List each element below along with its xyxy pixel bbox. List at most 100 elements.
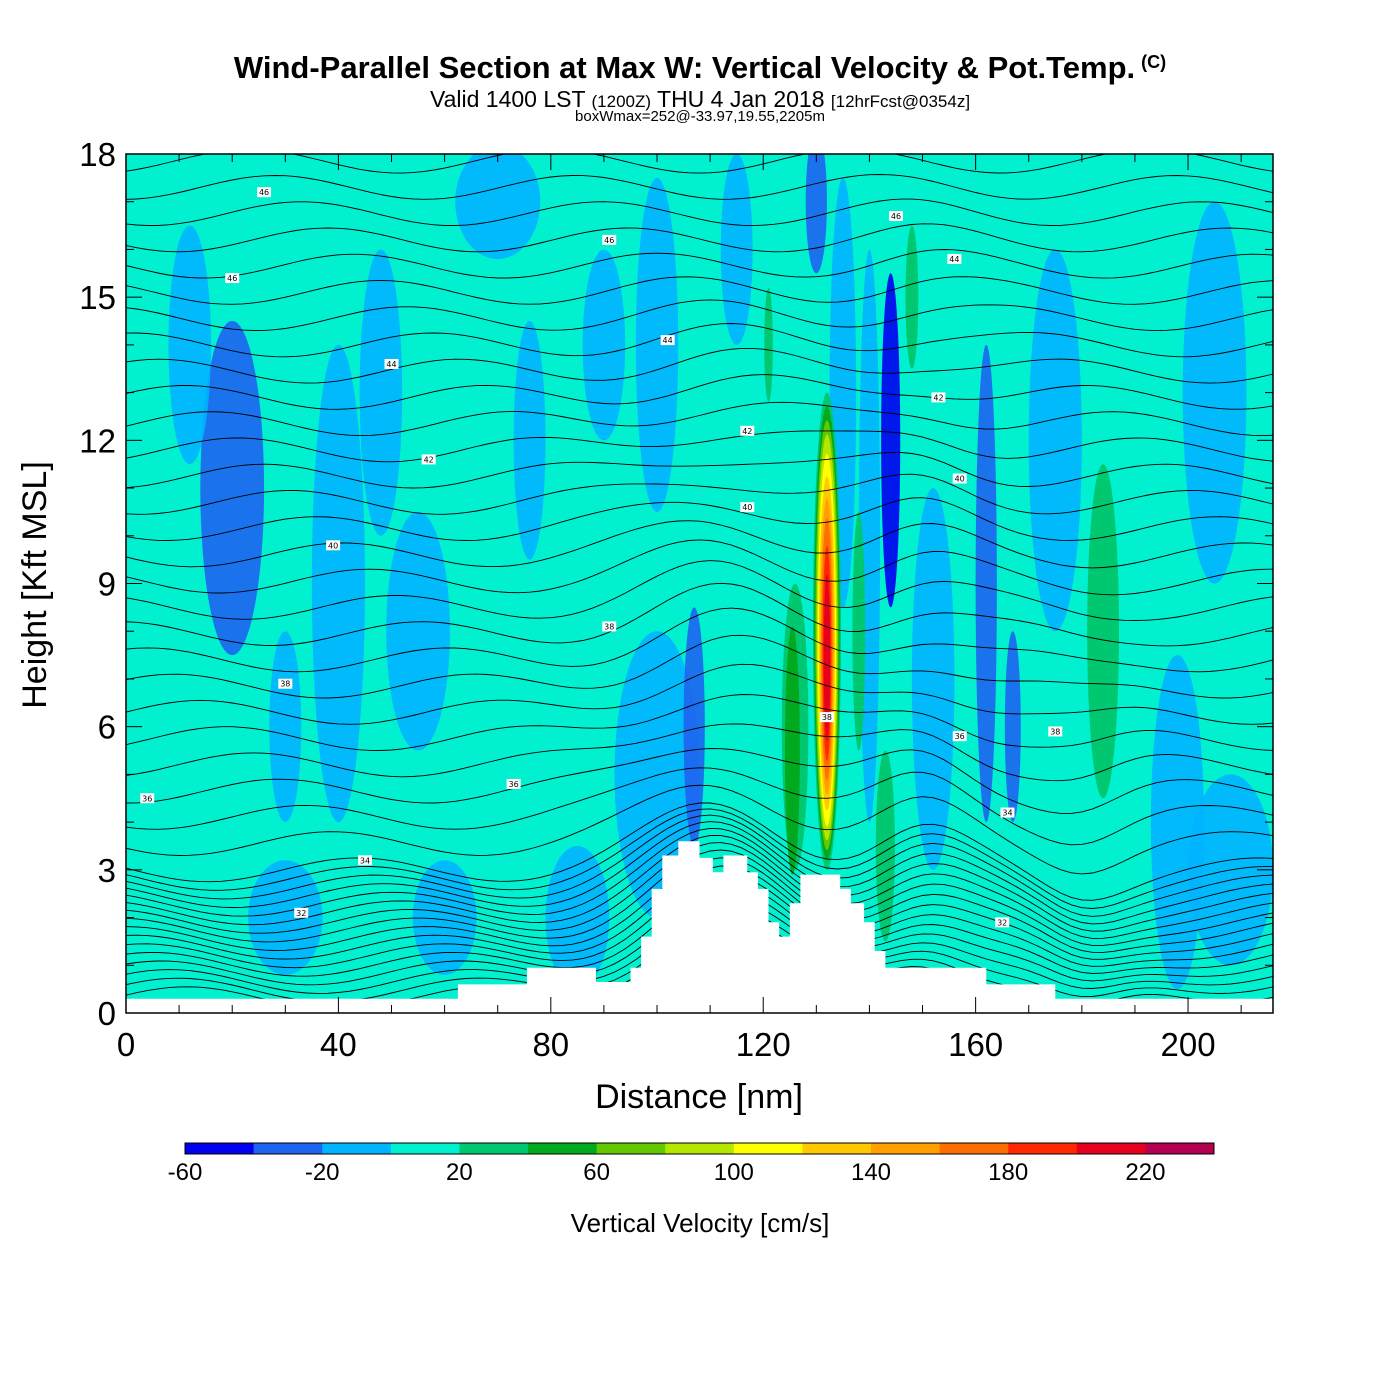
colorbar-swatch [253, 1143, 323, 1154]
contour-label: 46 [891, 212, 901, 221]
terrain-mask [126, 841, 1273, 1013]
updraft-core-level [823, 573, 831, 741]
theta-contour [126, 821, 1273, 925]
x-axis-title: Distance [nm] [595, 1078, 803, 1116]
x-tick-label: 120 [736, 1026, 791, 1063]
colorbar-swatch [528, 1143, 598, 1154]
y-tick-label: 6 [98, 709, 116, 746]
contour-label-bg [660, 335, 675, 346]
theta-contour [126, 814, 1273, 917]
theta-contour [126, 249, 1273, 279]
velocity-blob [635, 177, 679, 512]
theta-contour [126, 663, 1273, 725]
contour-labels: 46 46 46 46 44 44 44 42 42 42 40 40 40 38 38 38 38 36 36 36… [140, 187, 1063, 928]
velocity-blob [881, 273, 901, 608]
contour-label-bg [740, 425, 755, 436]
y-tick-label: 15 [79, 279, 116, 316]
contour-label-bg [952, 731, 967, 742]
contour-label: 42 [742, 427, 752, 436]
theta-contour [126, 401, 1273, 437]
theta-contour [126, 198, 1273, 227]
theta-contour [126, 451, 1273, 489]
theta-contour [126, 276, 1273, 305]
contour-label: 42 [933, 393, 943, 402]
valid-time: Valid 1400 LST [429, 86, 586, 112]
potential-temperature-contours [126, 154, 1273, 1013]
contour-label-bg [1048, 726, 1063, 737]
contour-label-bg [819, 712, 834, 723]
y-tick-label: 0 [98, 995, 116, 1032]
velocity-blob [359, 249, 403, 536]
velocity-blob [545, 845, 610, 990]
colorbar-label: 180 [988, 1159, 1028, 1186]
theta-contour [126, 299, 1273, 332]
contour-label: 32 [997, 918, 1007, 927]
vertical-velocity-field: 46 46 46 46 44 44 44 42 42 42 40 40 40 38 38 38 38 36 36 36… [126, 154, 1273, 1013]
chart-subtitle: Valid 1400 LST (1200Z) THU 4 Jan 2018 [1… [0, 86, 1400, 113]
valid-date: THU 4 Jan 2018 [657, 86, 825, 112]
theta-contour [126, 827, 1273, 932]
contour-label: 42 [424, 455, 434, 464]
contour-label-bg [995, 917, 1010, 928]
velocity-blob [269, 631, 302, 823]
velocity-blob [168, 225, 211, 465]
contour-label: 38 [822, 713, 832, 722]
velocity-blob [975, 344, 997, 823]
contour-label: 40 [328, 541, 338, 550]
theta-contour [126, 767, 1273, 846]
theta-contour [126, 430, 1273, 463]
contour-label-bg [357, 855, 372, 866]
contour-label-bg [421, 454, 436, 465]
velocity-blob [720, 154, 753, 345]
valid-zulu: (1200Z) [591, 92, 652, 111]
colorbar-swatch [1076, 1143, 1146, 1154]
contour-label-bg [506, 778, 521, 789]
forecast-info: [12hrFcst@0354z] [830, 92, 971, 111]
colorbar-label: 140 [851, 1159, 891, 1186]
contour-label-bg [225, 273, 240, 284]
contour-label: 32 [296, 909, 306, 918]
updraft-core-secondary [784, 626, 800, 875]
colorbar-swatch [802, 1143, 872, 1154]
y-tick-label: 9 [98, 566, 116, 603]
contour-label: 44 [386, 360, 396, 369]
x-tick-label: 80 [532, 1026, 569, 1063]
x-tick-label: 200 [1161, 1026, 1216, 1063]
contour-label-bg [931, 392, 946, 403]
colorbar-frame [184, 1142, 1215, 1155]
velocity-blob [513, 321, 546, 560]
theta-contour [126, 835, 1273, 939]
colorbar-swatch [390, 1143, 460, 1154]
contour-label-bg [740, 502, 755, 513]
contour-label-bg [294, 907, 309, 918]
x-tick-label: 40 [320, 1026, 357, 1063]
theta-contour [126, 634, 1273, 699]
y-tick-label: 18 [79, 136, 116, 173]
contour-label: 46 [259, 188, 269, 197]
velocity-blob [1028, 249, 1082, 632]
theta-contour [126, 748, 1273, 814]
y-axis-title: Height [Kft MSL] [16, 461, 54, 709]
theta-contour [126, 520, 1273, 569]
velocity-blob [805, 154, 827, 274]
updraft-green-blob [764, 287, 773, 403]
x-tick-label: 0 [117, 1026, 135, 1063]
contour-label-bg [947, 253, 962, 264]
theta-contour [126, 723, 1273, 782]
contour-label: 40 [955, 475, 965, 484]
chart-title-text: Wind-Parallel Section at Max W: Vertical… [233, 50, 1136, 85]
velocity-blob [311, 344, 365, 823]
theta-contour [126, 539, 1273, 596]
contour-label: 38 [280, 680, 290, 689]
contour-label: 36 [955, 732, 965, 741]
contour-label-bg [384, 358, 399, 369]
colorbar: -60 -20 20 60 100 140 180 220 [168, 1142, 1215, 1186]
chart-title: Wind-Parallel Section at Max W: Vertical… [0, 50, 1400, 86]
theta-contour [126, 784, 1273, 875]
contour-label-bg [952, 473, 967, 484]
contour-label-bg [326, 540, 341, 551]
colorbar-swatch [939, 1143, 1009, 1154]
contour-label: 40 [742, 503, 752, 512]
theta-contour [126, 223, 1273, 253]
contour-label-bg [602, 621, 617, 632]
